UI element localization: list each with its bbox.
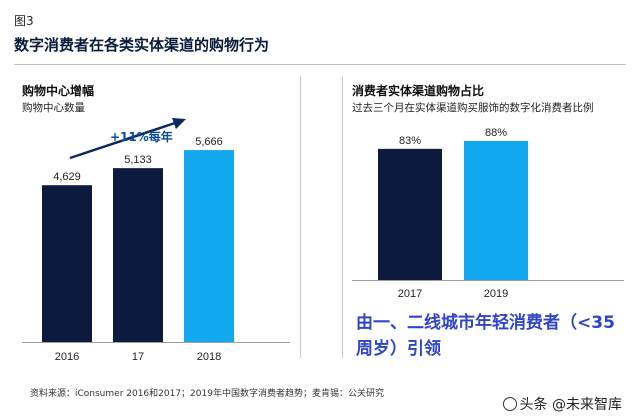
category-label-2016: 2016 <box>55 351 79 363</box>
left-x-axis <box>22 342 290 343</box>
right-x-axis <box>352 280 624 281</box>
bar-2017 <box>378 148 442 280</box>
value-label-2019: 88% <box>485 127 507 139</box>
value-label-2018: 5,666 <box>195 136 223 148</box>
value-label-17: 5,133 <box>124 154 152 166</box>
watermark-text: 头条 @未来智库 <box>519 397 622 413</box>
bar-2016 <box>42 185 92 342</box>
highlight-callout: 由一、二线城市年轻消费者（<35周岁）引领 <box>356 313 615 359</box>
value-label-2016: 4,629 <box>53 171 81 183</box>
bar-17 <box>113 168 163 342</box>
bar-2018 <box>184 150 234 342</box>
category-label-2018: 2018 <box>197 351 221 363</box>
watermark: 头条 @未来智库 <box>502 394 622 414</box>
growth-arrow <box>69 118 186 160</box>
category-label-2017: 2017 <box>398 288 422 300</box>
left-chart-title: 购物中心增幅 <box>22 84 95 98</box>
bar-2019 <box>464 140 528 280</box>
camera-icon <box>502 397 517 411</box>
panel-divider-right <box>342 76 343 358</box>
category-label-2019: 2019 <box>484 288 508 300</box>
growth-annotation: +11%每年 <box>110 130 173 144</box>
left-chart-subtitle: 购物中心数量 <box>22 102 85 114</box>
panel-divider-left <box>300 76 301 358</box>
source-note: 资料来源：iConsumer 2016和2017；2019年中国数字消费者趋势；… <box>30 389 384 399</box>
right-chart-subtitle: 过去三个月在实体渠道购买服饰的数字化消费者比例 <box>352 102 594 114</box>
category-label-17: 17 <box>132 351 144 363</box>
value-label-2017: 83% <box>399 135 421 147</box>
page-title: 数字消费者在各类实体渠道的购物行为 <box>14 36 270 54</box>
right-chart-title: 消费者实体渠道购物占比 <box>352 84 485 98</box>
title-divider <box>14 64 626 65</box>
figure-label: 图3 <box>14 14 34 28</box>
